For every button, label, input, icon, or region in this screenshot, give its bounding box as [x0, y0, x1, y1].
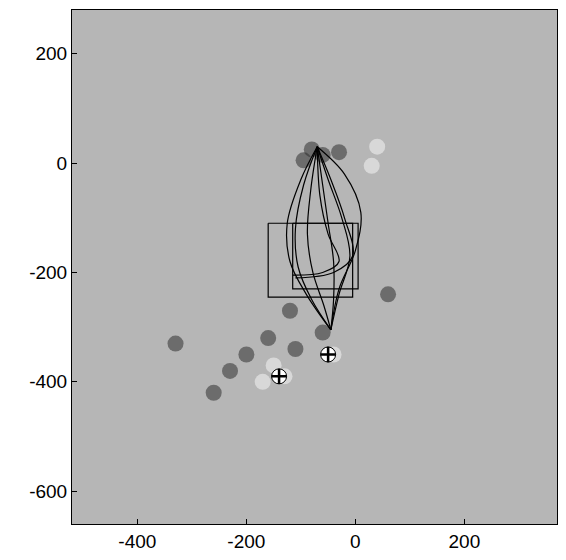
svg-text:-200: -200	[29, 262, 67, 283]
svg-text:0: 0	[350, 531, 361, 552]
svg-text:-400: -400	[118, 531, 156, 552]
svg-text:0: 0	[57, 153, 68, 174]
svg-text:200: 200	[449, 531, 481, 552]
svg-text:-200: -200	[227, 531, 265, 552]
svg-text:200: 200	[35, 43, 67, 64]
svg-text:-600: -600	[29, 481, 67, 502]
svg-text:-400: -400	[29, 371, 67, 392]
